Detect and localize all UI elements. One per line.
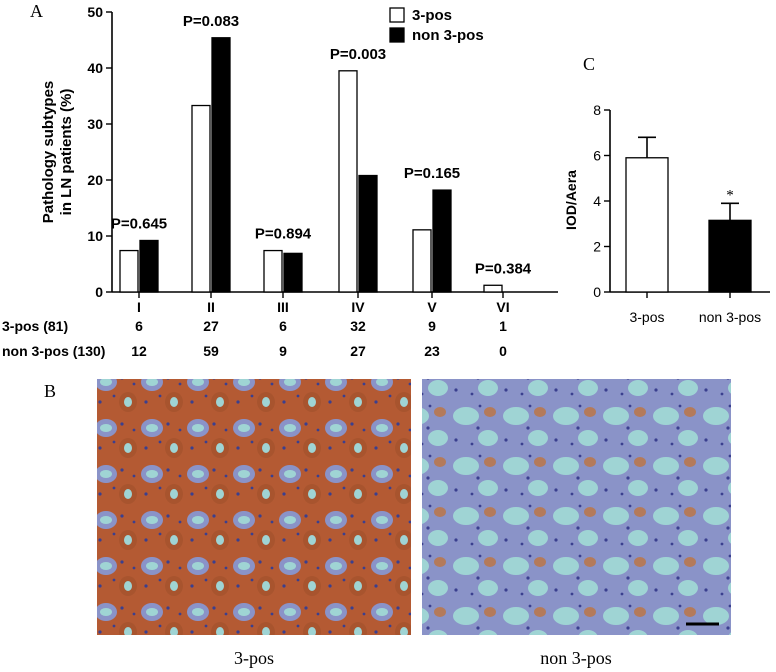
p-value-label: P=0.165 [404,165,460,182]
p-value-label: P=0.894 [255,226,312,243]
table-cell: 6 [279,318,287,334]
chart-a-category-label: II [207,299,215,315]
chart-a-ytick-label: 10 [87,228,103,244]
legend-label-3-pos: 3-pos [412,7,452,24]
table-cell: 12 [131,343,147,359]
table-cell: 9 [428,318,436,334]
significance-asterisk: * [726,187,734,203]
panel-label-b: B [44,381,56,401]
bar-non-3-pos-II [211,37,231,293]
bar-3-pos-V [412,229,432,293]
micrograph-3-pos: 3-pos [97,379,411,668]
chart-a-ylabel-line-2: in LN patients (%) [58,89,75,216]
table-row-label-non-3-pos: non 3-pos (130) [2,343,105,359]
legend-swatch-3-pos [389,7,405,23]
chart-a-ylabel-line-1: Pathology subtypes [40,81,57,224]
chart-c-ytick-label: 8 [593,102,601,118]
table-cell: 23 [424,343,440,359]
chart-a-category-label: V [427,299,437,315]
chart-c-ytick-label: 0 [593,284,601,300]
chart-c-ytick-label: 6 [593,148,601,164]
bar-3-pos-I [119,249,139,293]
chart-a-ytick-label: 40 [87,60,103,76]
table-cell: 0 [499,343,507,359]
micrograph-caption-non-3-pos: non 3-pos [540,648,612,668]
panel-label-c: C [583,54,595,74]
table-cell: 59 [203,343,219,359]
bar-non-3-pos-V [432,189,452,293]
micrograph-non-3-pos: non 3-pos [422,379,731,668]
chart-a-ytick-label: 0 [95,284,103,300]
p-value-label: P=0.003 [330,46,386,63]
p-value-label: P=0.384 [475,260,532,277]
legend-label-non-3-pos: non 3-pos [412,27,484,44]
chart-a-ytick-label: 50 [87,4,103,20]
chart-c-ytick-label: 4 [593,193,601,209]
bar-3-pos-III [263,249,283,293]
bar-non-3-pos-I [139,239,159,293]
bar-non-3-pos-IV [358,174,378,293]
bar-non-3-pos-III [283,252,303,293]
chart-c-ytick-label: 2 [593,239,601,255]
chart-a-ytick-label: 30 [87,116,103,132]
counts-table: 3-pos (81) non 3-pos (130) 6 27 6 32 9 1 12 59 9… [2,318,507,359]
chart-c-category-label: 3-pos [629,309,664,325]
table-cell: 1 [499,318,507,334]
p-value-label: P=0.645 [111,215,167,232]
chart-a: Pathology subtypes in LN patients (%) 0 1… [40,4,558,315]
chart-c-ylabel: IOD/Aera [563,170,579,230]
chart-a-category-label: I [137,299,141,315]
table-cell: 27 [350,343,366,359]
table-cell: 32 [350,318,366,334]
table-row-label-3-pos: 3-pos (81) [2,318,68,334]
p-value-label: P=0.083 [183,13,239,30]
chart-a-category-label: VI [496,299,509,315]
panel-label-a: A [30,1,43,21]
legend-swatch-non-3-pos [389,27,405,43]
table-cell: 9 [279,343,287,359]
chart-a-category-label: IV [351,299,365,315]
table-cell: 27 [203,318,219,334]
bar-3-pos-II [191,104,211,293]
bar-3-pos-VI [483,284,503,293]
chart-c: IOD/Aera 0 2 4 6 8 3-pos non 3-pos * [563,102,770,325]
micrograph-image-non-3-pos [422,379,731,635]
chart-a-category-label: III [277,299,289,315]
bar-3-pos-IV [338,70,358,293]
chart-a-ytick-label: 20 [87,172,103,188]
bar-3-pos [625,157,669,293]
chart-c-category-label: non 3-pos [699,309,761,325]
bar-non-3-pos [708,219,752,293]
micrograph-caption-3-pos: 3-pos [234,648,274,668]
micrograph-image-3-pos [97,379,411,635]
table-cell: 6 [135,318,143,334]
